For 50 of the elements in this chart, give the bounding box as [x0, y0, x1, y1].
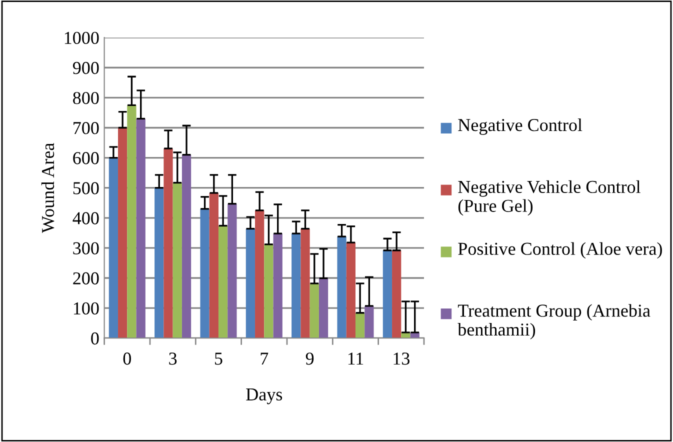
y-tick-label: 800 — [73, 92, 99, 104]
bar — [154, 188, 164, 338]
x-tick-label: 5 — [215, 352, 222, 365]
bar — [300, 228, 310, 338]
bar — [264, 244, 274, 338]
bar — [172, 182, 182, 338]
y-tick-label: 600 — [73, 152, 99, 164]
bar — [255, 210, 264, 338]
x-tick-label: 9 — [306, 352, 314, 365]
x-tick-label: 11 — [348, 352, 364, 365]
y-tick-label: 500 — [73, 182, 99, 194]
bar — [318, 278, 328, 338]
legend-label: Treatment Group (Arnebia benthamii) — [458, 304, 650, 340]
y-tick-label: 200 — [73, 272, 99, 284]
bar — [355, 312, 365, 338]
bar — [209, 192, 218, 338]
legend-label: Negative Control — [458, 118, 582, 135]
legend-label: Negative Vehicle Control (Pure Gel) — [458, 180, 640, 216]
y-tick-label: 300 — [73, 242, 99, 254]
x-tick-label: 13 — [394, 352, 410, 365]
bar — [346, 242, 356, 338]
x-axis-title: Days — [246, 388, 282, 404]
bar — [292, 234, 301, 338]
bar — [200, 208, 210, 338]
bar — [228, 204, 237, 338]
y-axis-title: Wound Area — [41, 142, 54, 233]
bar — [118, 128, 128, 338]
bar — [164, 148, 173, 338]
bar — [364, 306, 374, 338]
y-tick-label: 900 — [72, 62, 99, 74]
bar — [310, 283, 319, 338]
legend-label: Positive Control (Aloe vera) — [458, 242, 662, 259]
y-tick-label: 100 — [74, 302, 99, 315]
x-tick-label: 7 — [260, 352, 268, 365]
x-tick-label: 3 — [169, 352, 177, 365]
bar — [108, 158, 118, 338]
y-tick-label: 700 — [74, 122, 99, 134]
bar — [127, 105, 136, 338]
bar — [136, 118, 146, 338]
bar — [273, 234, 282, 338]
bar — [246, 228, 256, 338]
y-tick-label: 0 — [91, 332, 99, 345]
bar — [382, 250, 392, 338]
y-tick-label: 1000 — [64, 32, 99, 44]
bar — [218, 226, 228, 338]
bar — [392, 250, 402, 338]
bar — [337, 236, 346, 338]
x-tick-label: 0 — [123, 352, 131, 365]
bar — [182, 154, 192, 338]
y-tick-label: 400 — [72, 212, 99, 224]
